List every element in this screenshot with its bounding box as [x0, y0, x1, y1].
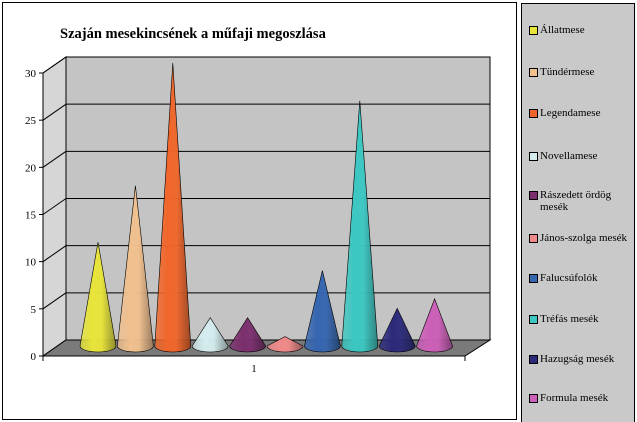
cone-shade [192, 317, 229, 352]
plot-svg: 0 5 10 15 20 25 30 1 [25, 56, 492, 375]
gridline-side [42, 56, 67, 74]
cone-7 [341, 100, 379, 353]
cone-shade [379, 308, 416, 352]
cone-6 [304, 270, 341, 353]
cone-shade [80, 242, 116, 352]
y-tick-label: 10 [25, 257, 37, 269]
legend-label: János-szolga mesék [540, 232, 628, 244]
y-tick-label: 20 [25, 162, 37, 174]
cone-shade [229, 317, 266, 352]
legend-label: Tündérmese [540, 66, 595, 78]
legend-label: Hazugság mesék [540, 353, 615, 365]
legend-label: Tréfás mesék [540, 313, 599, 325]
legend-swatch [529, 109, 538, 118]
cone-shade [304, 270, 341, 352]
cone-shade [341, 100, 378, 352]
gridline-side [42, 198, 67, 215]
legend-swatch [529, 315, 538, 324]
cone-9 [416, 297, 453, 353]
legend-label: Formula mesék [540, 392, 609, 404]
legend-label: Rászedett ördög mesék [540, 189, 612, 213]
cone-2 [154, 62, 192, 353]
cone-shade [416, 298, 453, 352]
cone-3 [191, 317, 229, 353]
cone-shade [117, 185, 154, 352]
legend: Állatmese Tündérmese Legendamese Novellames… [521, 3, 635, 422]
legend-swatch [529, 26, 538, 35]
y-tick-label: 30 [25, 68, 37, 80]
chart-title: Szaján mesekincsének a műfaji megoszlása [60, 26, 326, 42]
legend-label: Falucsúfolók [540, 272, 598, 284]
legend-label: Állatmese [540, 24, 585, 36]
gridline-side [42, 103, 67, 121]
legend-label: Novellamese [540, 150, 598, 162]
y-tick-label: 15 [25, 210, 37, 222]
legend-swatch [529, 274, 538, 283]
x-tick-label: 1 [251, 363, 257, 375]
y-tick-label: 0 [31, 351, 37, 363]
cone-5 [266, 336, 304, 353]
gridline-side [42, 245, 67, 263]
y-tick-label: 5 [31, 304, 37, 316]
legend-swatch [529, 355, 538, 364]
cone-shade [154, 63, 191, 352]
gridline-side [42, 150, 67, 168]
legend-swatch [529, 191, 538, 200]
legend-label: Legendamese [540, 107, 601, 119]
legend-swatch [529, 68, 538, 77]
legend-swatch [529, 234, 538, 243]
y-tick-label: 25 [25, 115, 37, 127]
legend-swatch [529, 152, 538, 161]
gridline-side [42, 292, 67, 310]
legend-swatch [529, 394, 538, 403]
cone-4 [229, 317, 266, 353]
cone-8 [378, 307, 416, 353]
cone-shade [267, 336, 303, 352]
cone-0 [79, 242, 117, 353]
cone-1 [117, 185, 154, 353]
